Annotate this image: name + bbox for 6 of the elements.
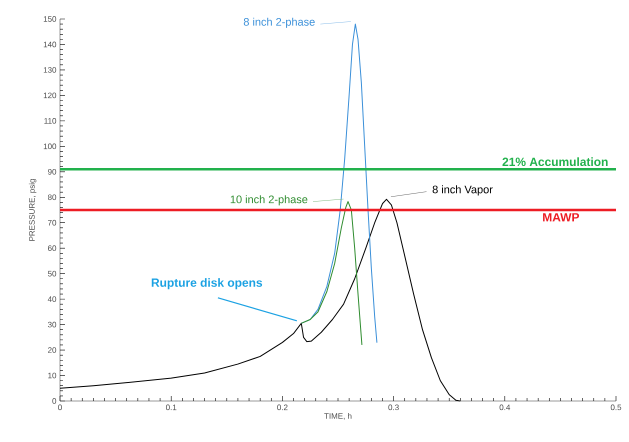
text: 8 inch 2-phase [244,18,315,28]
ref-line-label: MAWP [543,213,580,222]
ref-line-label: 21% Accumulation [502,157,608,166]
text: 10 inch 2-phase [230,195,308,206]
text: 8 inch Vapor [432,185,493,196]
annotation: Rupture disk opens [152,278,262,290]
